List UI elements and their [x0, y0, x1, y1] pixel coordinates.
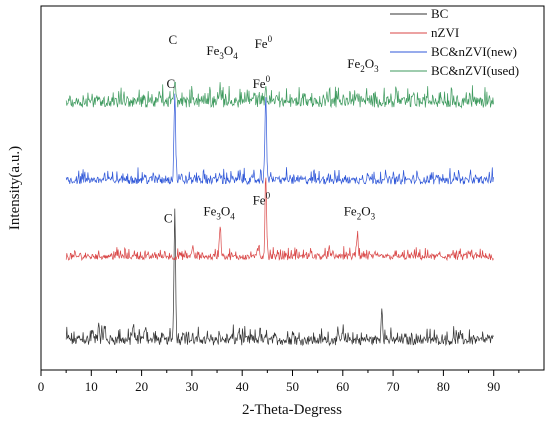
x-tick-label: 60 — [336, 379, 349, 394]
x-tick-label: 70 — [387, 379, 400, 394]
series-line-1 — [65, 177, 494, 262]
peak-label: C — [164, 211, 173, 226]
peak-label: Fe2O3 — [344, 203, 376, 221]
peak-label: Fe0 — [253, 190, 271, 207]
x-tick-label: 90 — [487, 379, 500, 394]
annotation-layer: C Fe3O4 Fe0 Fe2O3 C Fe0 Fe3O4 Fe0 Fe2O3 C — [164, 32, 379, 225]
legend-label: BC&nZVI(used) — [431, 63, 519, 78]
x-tick-label: 20 — [135, 379, 148, 394]
y-axis-title: Intensity(a.u.) — [7, 146, 23, 230]
series-line-0 — [65, 208, 494, 347]
x-axis-ticks: 0 10 20 30 40 50 60 70 80 90 — [38, 370, 520, 394]
peak-label: Fe3O4 — [206, 43, 238, 61]
peak-label: Fe3O4 — [203, 203, 235, 221]
series-line-2 — [65, 93, 494, 186]
peak-label: C — [166, 76, 175, 91]
series-layer — [65, 81, 494, 347]
x-tick-label: 50 — [286, 379, 299, 394]
peak-label: Fe0 — [255, 34, 273, 51]
x-tick-label: 0 — [38, 379, 45, 394]
legend-label: BC — [431, 6, 448, 21]
legend-label: BC&nZVI(new) — [431, 44, 517, 59]
x-tick-label: 30 — [185, 379, 198, 394]
legend-label: nZVI — [431, 25, 459, 40]
peak-label: C — [168, 32, 177, 47]
legend: BC nZVI BC&nZVI(new) BC&nZVI(used) — [390, 6, 519, 78]
series-line-3 — [65, 81, 494, 109]
peak-label: Fe0 — [253, 74, 271, 91]
x-tick-label: 10 — [85, 379, 98, 394]
peak-label: Fe2O3 — [347, 56, 379, 74]
x-tick-label: 80 — [437, 379, 450, 394]
x-tick-label: 40 — [236, 379, 249, 394]
plot-frame — [40, 5, 545, 371]
x-axis-title: 2-Theta-Degress — [242, 402, 342, 418]
